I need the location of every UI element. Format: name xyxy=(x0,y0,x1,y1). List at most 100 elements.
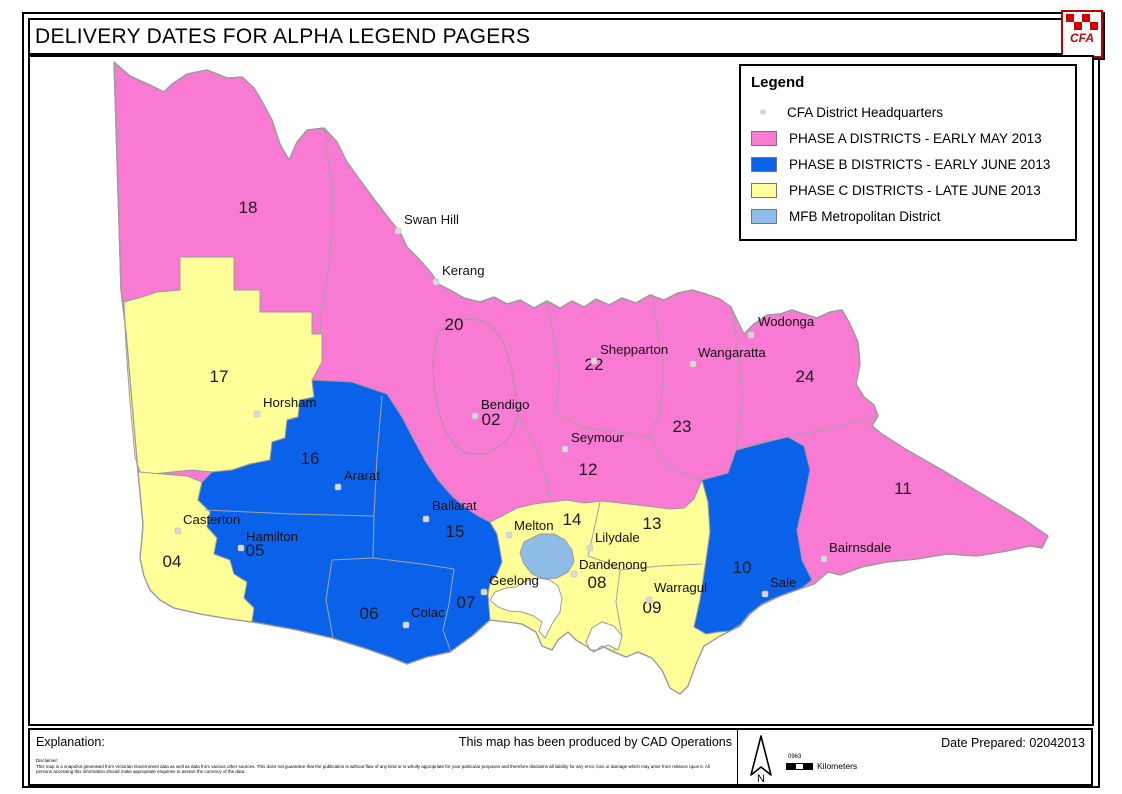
district-number-label: 08 xyxy=(588,573,607,592)
town-label: Bairnsdale xyxy=(829,540,891,555)
district-hq-dot xyxy=(561,445,569,453)
scale-unit-label: Kilometers xyxy=(817,761,858,771)
district-number-label: 10 xyxy=(733,558,752,577)
phase-a-swatch xyxy=(751,130,777,146)
district-number-label: 24 xyxy=(796,367,815,386)
disclaimer-line1: This map is a snapshot generated from Vi… xyxy=(36,763,710,769)
phase-b-swatch xyxy=(751,156,777,172)
town-label: Lilydale xyxy=(595,530,640,545)
town-label: Wodonga xyxy=(758,314,815,329)
town-label: Horsham xyxy=(263,395,317,410)
town-label: Seymour xyxy=(571,430,624,445)
page-title: DELIVERY DATES FOR ALPHA LEGEND PAGERS xyxy=(35,24,531,48)
town-label: Geelong xyxy=(489,573,539,588)
disclaimer-heading: Disclaimer: xyxy=(36,758,59,763)
district-hq-dot xyxy=(570,570,578,578)
district-hq-dot xyxy=(334,483,342,491)
scale-segment xyxy=(795,762,804,770)
district-number-label: 17 xyxy=(210,367,229,386)
district-number-label: 11 xyxy=(894,479,912,498)
district-hq-dot xyxy=(586,544,594,552)
north-arrow-icon: N xyxy=(750,735,772,783)
district-number-label: 06 xyxy=(360,604,379,623)
district-number-label: 20 xyxy=(445,315,464,334)
district-number-label: 04 xyxy=(163,552,182,571)
legend-item-phase-c: PHASE C DISTRICTS - LATE JUNE 2013 xyxy=(751,177,1065,203)
town-label: Ballarat xyxy=(432,498,477,513)
legend-label: PHASE A DISTRICTS - EARLY MAY 2013 xyxy=(789,130,1042,146)
town-label: Melton xyxy=(514,518,554,533)
district-number-label: 14 xyxy=(563,510,582,529)
town-label: Kerang xyxy=(442,263,485,278)
district-hq-dot xyxy=(174,527,182,535)
district-hq-dot xyxy=(747,331,755,339)
town-label: Dandenong xyxy=(579,557,647,572)
map-container: 18 20 22 02 12 23 24 11 17 16 04 05 06 15 07 14 13 08 09 10… xyxy=(28,55,1094,726)
legend-label: PHASE C DISTRICTS - LATE JUNE 2013 xyxy=(789,182,1041,198)
district-hq-dot xyxy=(820,555,828,563)
district-hq-dot xyxy=(590,357,598,365)
town-label: Colac xyxy=(411,605,445,620)
district-hq-dot xyxy=(505,531,513,539)
district-number-label: 18 xyxy=(239,198,258,217)
district-hq-dot xyxy=(432,278,440,286)
scale-numbers: 0963 xyxy=(788,754,802,760)
town-label: Warragul xyxy=(654,580,707,595)
district-number-label: 02 xyxy=(482,410,501,429)
cfa-logo: CFA xyxy=(1061,10,1103,58)
legend-item-phase-b: PHASE B DISTRICTS - EARLY JUNE 2013 xyxy=(751,151,1065,177)
district-hq-dot xyxy=(237,544,245,552)
town-label: Sale xyxy=(770,575,796,590)
legend-label: PHASE B DISTRICTS - EARLY JUNE 2013 xyxy=(789,156,1051,172)
district-hq-dot xyxy=(253,410,261,418)
district-hq-dot xyxy=(645,596,653,604)
produced-by-text: This map has been produced by CAD Operat… xyxy=(458,735,732,749)
disclaimer-text: Disclaimer: This map is a snapshot gener… xyxy=(36,758,716,775)
town-label: Bendigo xyxy=(481,397,529,412)
district-number-label: 22 xyxy=(585,355,604,374)
disclaimer-line2: persons accessing this information shoul… xyxy=(36,769,246,774)
title-bar: DELIVERY DATES FOR ALPHA LEGEND PAGERS xyxy=(28,18,1094,55)
district-hq-dot xyxy=(394,227,402,235)
town-label: Ararat xyxy=(344,468,380,483)
date-prepared-text: Date Prepared: 02042013 xyxy=(941,736,1085,750)
district-number-label: 12 xyxy=(579,460,598,479)
district-number-label: 13 xyxy=(643,514,662,533)
legend-item-mfb: MFB Metropolitan District xyxy=(751,203,1065,229)
district-hq-dot xyxy=(471,412,479,420)
district-number-label: 05 xyxy=(246,541,265,560)
town-label: Casterton xyxy=(183,512,240,527)
hq-dot-icon xyxy=(751,109,775,115)
scale-bar-segments: Kilometers xyxy=(786,761,926,771)
legend-heading: Legend xyxy=(751,74,805,91)
footer-left-panel: Explanation: This map has been produced … xyxy=(28,728,738,786)
footer-right-panel: N 0963 Kilometers Date Prepared: 0204201… xyxy=(737,728,1093,786)
scale-bar: 0963 Kilometers xyxy=(786,754,926,780)
cfa-logo-text: CFA xyxy=(1070,31,1094,45)
town-label: Swan Hill xyxy=(404,212,459,227)
scale-segment xyxy=(804,762,813,770)
district-hq-dot xyxy=(689,360,697,368)
legend-item-phase-a: PHASE A DISTRICTS - EARLY MAY 2013 xyxy=(751,125,1065,151)
town-label: Hamilton xyxy=(246,529,298,544)
legend-label: CFA District Headquarters xyxy=(787,104,944,120)
phase-c-swatch xyxy=(751,182,777,198)
north-label: N xyxy=(757,773,765,783)
legend-box: Legend CFA District Headquarters PHASE A… xyxy=(739,64,1077,241)
district-hq-dot xyxy=(402,621,410,629)
town-label: Wangaratta xyxy=(698,345,766,360)
district-number-label: 23 xyxy=(673,417,692,436)
scale-segment xyxy=(786,762,795,770)
district-number-label: 16 xyxy=(301,449,320,468)
district-number-label: 15 xyxy=(446,522,465,541)
district-number-label: 07 xyxy=(457,593,476,612)
cfa-logo-checkerboard-icon xyxy=(1066,14,1098,30)
explanation-label: Explanation: xyxy=(36,735,105,749)
legend-label: MFB Metropolitan District xyxy=(789,208,941,224)
mfb-swatch xyxy=(751,208,777,224)
district-hq-dot xyxy=(761,590,769,598)
legend-item-hq: CFA District Headquarters xyxy=(751,99,1065,125)
district-hq-dot xyxy=(480,588,488,596)
district-hq-dot xyxy=(422,515,430,523)
